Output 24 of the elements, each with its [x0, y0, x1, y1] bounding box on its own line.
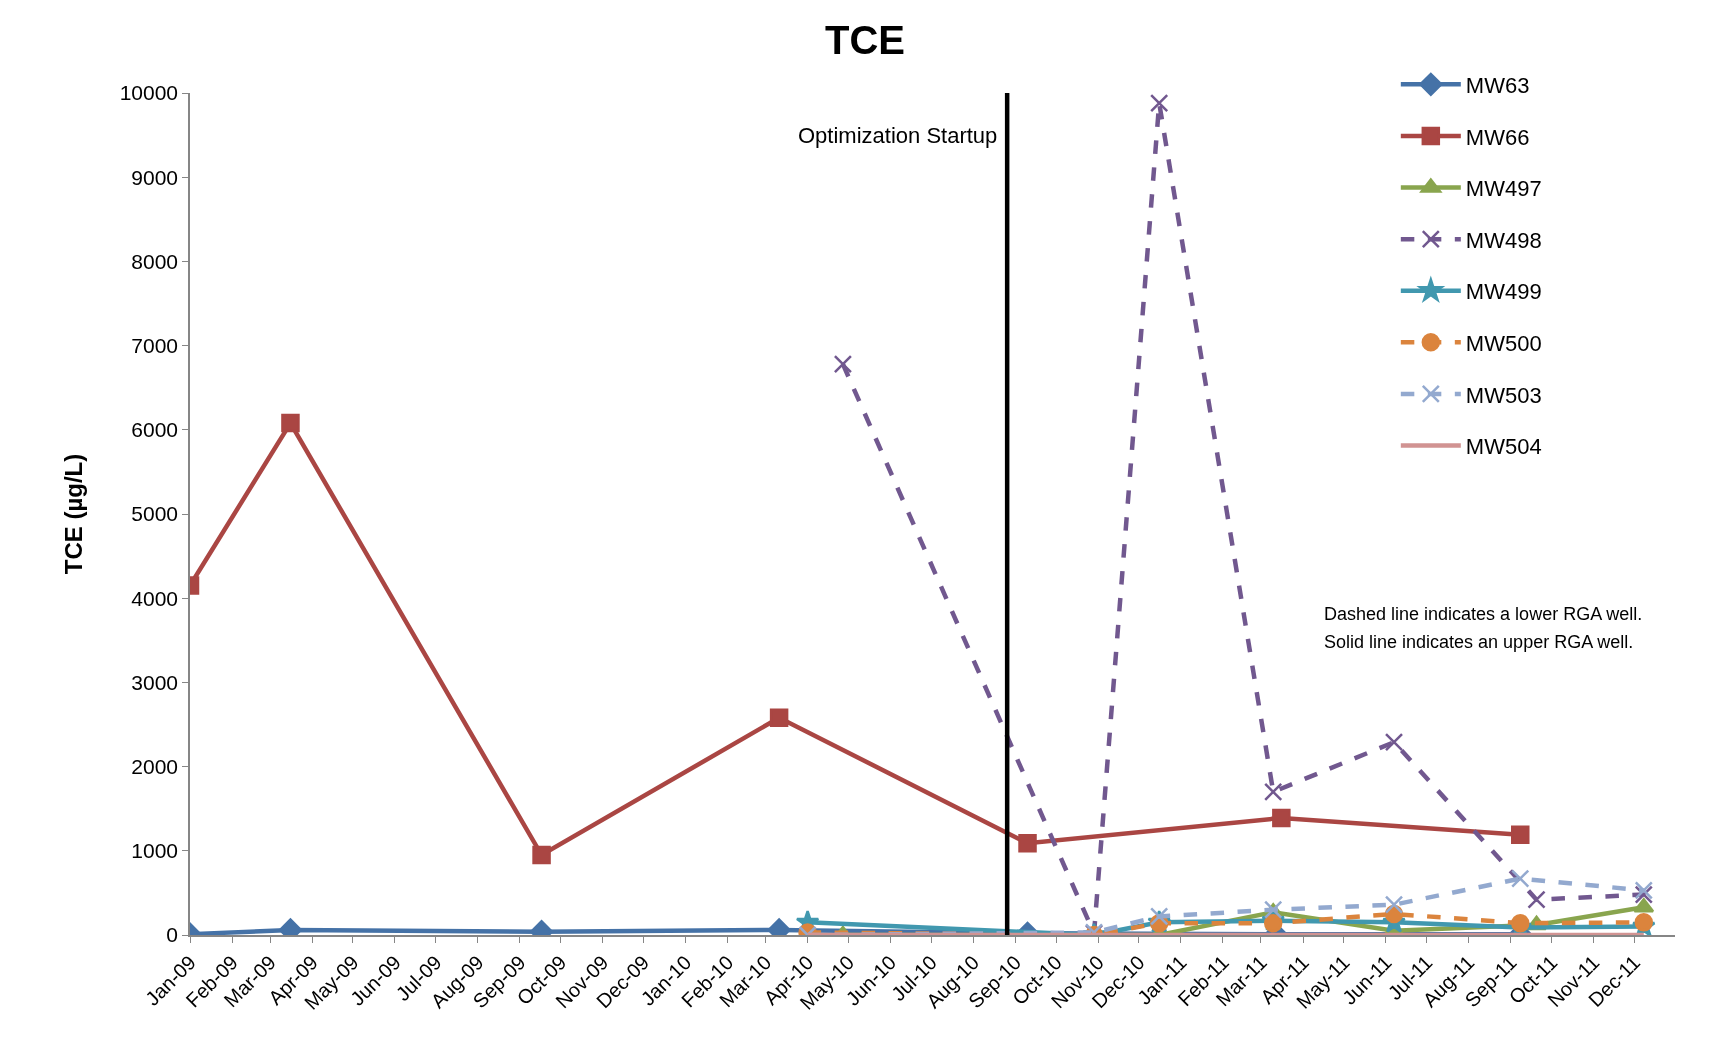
legend-label: MW498	[1465, 227, 1542, 253]
y-tick-label: 7000	[131, 333, 179, 357]
legend-label: MW504	[1465, 434, 1542, 460]
legend-label: MW500	[1465, 330, 1542, 356]
legend-label: MW63	[1465, 72, 1530, 98]
legend-label: MW497	[1465, 176, 1542, 202]
chart-title: TCE	[825, 18, 905, 63]
legend-label: MW66	[1465, 124, 1530, 150]
y-axis-title: TCE (µg/L)	[60, 453, 88, 575]
annotation: Solid line indicates an upper RGA well.	[1324, 632, 1634, 652]
y-tick-label: 1000	[131, 839, 179, 863]
y-tick-label: 2000	[131, 754, 179, 778]
y-tick-label: 10000	[119, 81, 179, 105]
annotation: Dashed line indicates a lower RGA well.	[1324, 604, 1643, 624]
y-tick-label: 5000	[131, 502, 179, 526]
legend-label: MW503	[1465, 382, 1542, 408]
y-tick-label: 3000	[131, 670, 179, 694]
y-tick-label: 6000	[131, 418, 179, 442]
y-tick-label: 4000	[131, 586, 179, 610]
y-tick-label: 9000	[131, 165, 179, 189]
legend-label: MW499	[1465, 279, 1542, 305]
y-tick-label: 8000	[131, 249, 179, 273]
y-tick-label: 0	[166, 923, 179, 947]
ref-line-label: Optimization Startup	[798, 123, 998, 148]
